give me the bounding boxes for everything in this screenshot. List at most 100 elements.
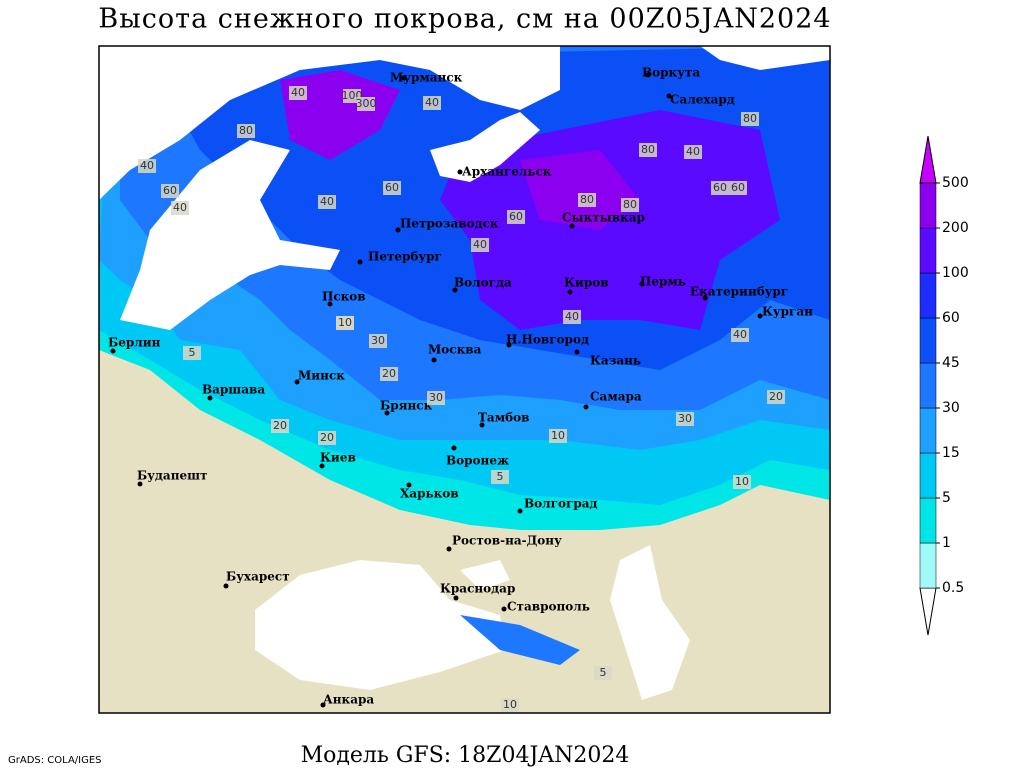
contour-label: 10 [338,316,352,329]
contour-label: 30 [371,334,385,347]
city-label: Воркута [642,66,700,80]
contour-label-box [427,391,445,405]
contour-label: 60 [731,181,745,194]
map-title: Высота снежного покрова, см на 00Z05JAN2… [98,4,831,35]
city-dot [384,410,390,416]
contour-label: 40 [733,328,747,341]
city-label: Бухарест [226,570,290,584]
colorbar-low [919,587,937,636]
city-label: Киев [320,451,356,465]
contour-label: 80 [239,124,253,137]
city-label: Москва [428,343,482,357]
contour-label-box [336,316,354,330]
city-dot [137,481,143,487]
contour-label-box [594,666,612,680]
city-label: Анкара [323,693,374,707]
city-label: Н.Новгород [506,333,589,347]
colorbar-segment [919,362,937,409]
city-dot [583,404,589,410]
city-dot [517,508,523,514]
contour-label: 20 [769,390,783,403]
city-dot [431,357,437,363]
city-label: Харьков [400,487,459,501]
subtitle: Модель GFS: 18Z04JAN2024 [301,743,630,768]
city-dot [567,289,573,295]
contour-label: 80 [623,198,637,211]
city-label: Казань [590,354,641,368]
contour-label: 300 [356,97,377,110]
contour-label: 60 [385,181,399,194]
contour-label: 30 [678,412,692,425]
colorbar-high [919,135,937,184]
contour-label-box [731,328,749,342]
city-label: Пермь [640,275,686,289]
contour-label-box [621,198,639,212]
city-label: Ставрополь [507,600,590,614]
contour-label: 20 [382,367,396,380]
city-dot [294,379,300,385]
contour-label-box [639,143,657,157]
colorbar-label: 45 [942,355,960,371]
contour-label-box [471,238,489,252]
contour-label-box [271,419,289,433]
city-label: Салехард [670,93,735,107]
contour-label-box [369,334,387,348]
city-dot [401,75,407,81]
contour-label-box [767,390,785,404]
contour-label: 60 [163,184,177,197]
contour-label-layer: 4010030040804060404060806080408060401030… [138,86,785,712]
city-dot [357,259,363,265]
contour-label: 10 [503,698,517,711]
colorbar-segment [919,542,937,589]
contour-label-box [491,470,509,484]
contour-label: 40 [173,201,187,214]
city-dot [451,445,457,451]
map-frame [98,45,831,714]
contour-label-box [741,112,759,126]
contour-label-box [318,431,336,445]
contour-label: 40 [425,96,439,109]
contour-label: 20 [320,431,334,444]
city-label: Варшава [202,383,265,397]
city-dot [320,702,326,708]
colorbar-label: 1 [942,535,951,551]
city-dot [207,395,213,401]
contour-label-box [711,181,729,195]
city-dot [569,223,575,229]
city-label: Киров [564,276,609,290]
colorbar-segment [919,317,937,364]
city-label: Брянск [380,399,433,413]
colorbar-segment [919,452,937,499]
contour-label: 30 [429,391,443,404]
contour-label-box [383,181,401,195]
contour-label-box [729,181,747,195]
contour-label-box [380,367,398,381]
city-label: Минск [298,369,345,383]
contour-label-box [578,193,596,207]
city-dot [446,546,452,552]
contour-label: 60 [713,181,727,194]
city-label: Архангельск [462,165,552,179]
city-dot [327,301,333,307]
contour-label: 20 [273,419,287,432]
city-dot [110,348,116,354]
contour-label-box [343,89,361,103]
city-dot [452,287,458,293]
contour-label-box [289,86,307,100]
colorbar-label: 5 [942,490,951,506]
contour-label: 10 [551,429,565,442]
city-label: Сыктывкар [562,211,645,225]
city-dot [702,295,708,301]
colorbar-label: 100 [942,265,969,281]
city-dot [479,422,485,428]
contour-label-box [501,698,519,712]
contour-label: 40 [473,238,487,251]
city-label: Екатеринбург [690,285,788,299]
contour-label: 80 [641,143,655,156]
colorbar-label: 500 [942,175,969,191]
city-label: Псков [322,290,366,304]
colorbar-label: 60 [942,310,960,326]
contour-label-box [318,195,336,209]
